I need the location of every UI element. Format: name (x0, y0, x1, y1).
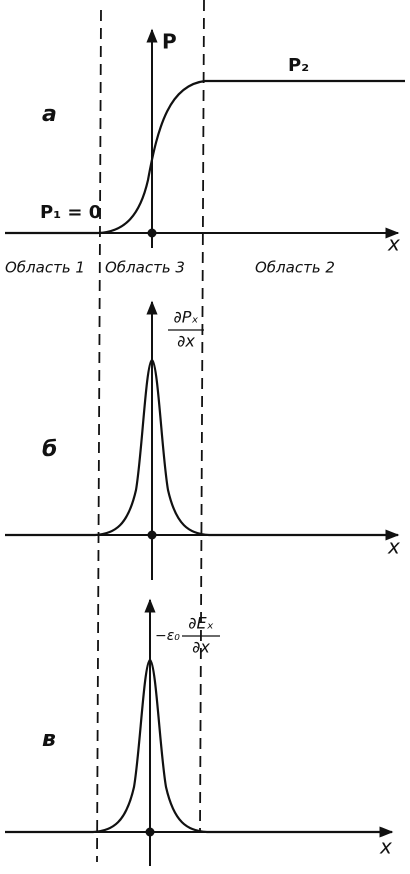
right-value: P₂ (288, 55, 309, 76)
origin (145, 827, 155, 837)
y-numerator: ∂Eₓ (188, 614, 213, 633)
panel-label: а (42, 102, 57, 127)
x-label: x (379, 835, 392, 859)
panel-label: б (42, 437, 57, 462)
origin (147, 530, 157, 540)
panel-a: а P P₂ P₁ = 0 x Область 1 Область 3 Обла… (5, 28, 405, 277)
x-label: x (387, 232, 400, 256)
panel-c: в −ε₀ ∂Eₓ ∂x x (5, 598, 394, 866)
y-numerator: ∂Pₓ (173, 308, 198, 327)
y-denominator: ∂x (177, 332, 195, 351)
step-curve (5, 79, 405, 235)
region-label: Область 2 (255, 259, 335, 277)
y-denominator: ∂x (192, 638, 210, 657)
y-label: P (162, 30, 177, 54)
origin (147, 228, 157, 238)
boundary-left (96, 9, 102, 863)
panel-label: в (42, 727, 56, 752)
x-label: x (387, 535, 400, 559)
left-value: P₁ = 0 (40, 202, 101, 223)
peak-curve (5, 658, 392, 834)
peak-curve (5, 358, 398, 537)
panel-b: б ∂Pₓ ∂x x (5, 300, 400, 580)
y-prefix: −ε₀ (155, 628, 180, 644)
boundary-right (199, 0, 205, 833)
region-label: Область 3 (105, 259, 185, 277)
region-label: Область 1 (5, 259, 85, 277)
